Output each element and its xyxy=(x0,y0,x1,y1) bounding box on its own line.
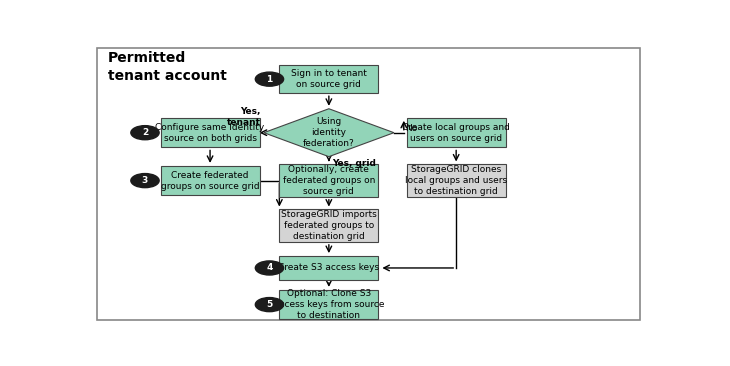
Text: StorageGRID clones
local groups and users
to destination grid: StorageGRID clones local groups and user… xyxy=(405,165,507,196)
Text: Permitted
tenant account: Permitted tenant account xyxy=(108,51,227,83)
Circle shape xyxy=(131,173,159,188)
Text: Create federated
groups on source grid: Create federated groups on source grid xyxy=(161,171,259,191)
Text: Sign in to tenant
on source grid: Sign in to tenant on source grid xyxy=(291,69,366,89)
Circle shape xyxy=(255,261,283,275)
Text: StorageGRID imports
federated groups to
destination grid: StorageGRID imports federated groups to … xyxy=(281,210,377,241)
Text: 2: 2 xyxy=(142,128,148,137)
Circle shape xyxy=(255,72,283,86)
FancyBboxPatch shape xyxy=(280,164,378,197)
FancyBboxPatch shape xyxy=(161,118,260,147)
Text: 4: 4 xyxy=(266,264,272,272)
Text: Create local groups and
users on source grid: Create local groups and users on source … xyxy=(402,123,510,143)
Text: Yes, grid: Yes, grid xyxy=(331,159,375,168)
FancyBboxPatch shape xyxy=(280,65,378,93)
FancyBboxPatch shape xyxy=(161,166,260,195)
Text: 5: 5 xyxy=(266,300,272,309)
FancyBboxPatch shape xyxy=(97,48,640,320)
Circle shape xyxy=(255,298,283,312)
Text: Optionally, create
federated groups on
source grid: Optionally, create federated groups on s… xyxy=(283,165,375,196)
Polygon shape xyxy=(264,109,394,157)
FancyBboxPatch shape xyxy=(280,209,378,242)
Text: Yes,
tenant: Yes, tenant xyxy=(227,108,261,127)
Text: No: No xyxy=(405,124,418,133)
Text: Optional: Clone S3
access keys from source
to destination: Optional: Clone S3 access keys from sour… xyxy=(274,289,384,320)
Text: Using
identity
federation?: Using identity federation? xyxy=(303,117,355,148)
Circle shape xyxy=(131,126,159,140)
Text: Create S3 access keys: Create S3 access keys xyxy=(278,264,380,272)
Text: 3: 3 xyxy=(142,176,148,185)
Text: Configure same identity
source on both grids: Configure same identity source on both g… xyxy=(155,123,265,143)
FancyBboxPatch shape xyxy=(280,256,378,280)
Text: 1: 1 xyxy=(266,75,272,84)
FancyBboxPatch shape xyxy=(407,164,506,197)
FancyBboxPatch shape xyxy=(280,290,378,320)
FancyBboxPatch shape xyxy=(407,118,506,147)
